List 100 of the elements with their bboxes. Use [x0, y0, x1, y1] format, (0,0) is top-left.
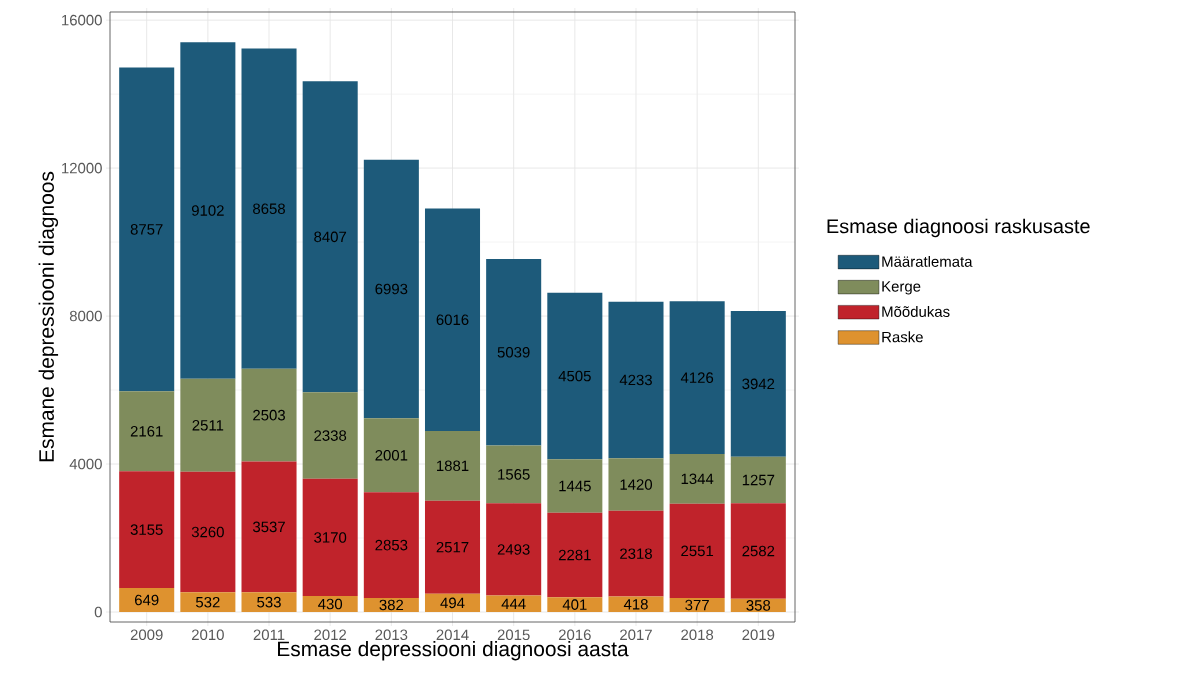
data-label: 2551	[681, 545, 714, 557]
bar	[302, 392, 358, 479]
bar	[486, 259, 542, 446]
x-tick-label: 2009	[130, 629, 163, 641]
bar	[424, 431, 481, 501]
data-label: 4126	[680, 372, 714, 383]
bar	[119, 588, 175, 613]
x-tick-label: 2017	[620, 629, 652, 641]
data-label: 3170	[314, 532, 347, 543]
data-label: 533	[257, 596, 281, 608]
bar	[669, 301, 725, 454]
bar	[424, 208, 481, 432]
x-tick-label: 2016	[558, 629, 591, 641]
y-tick-label: 8000	[69, 310, 102, 322]
data-label: 401	[562, 599, 587, 610]
data-label: 4505	[558, 370, 591, 382]
data-label: 494	[440, 597, 465, 609]
data-label: 1881	[437, 460, 469, 472]
data-label: 2318	[620, 548, 652, 559]
data-label: 8757	[130, 224, 163, 235]
bar	[302, 478, 358, 597]
data-label: 8407	[314, 231, 347, 243]
data-label: 3537	[252, 521, 285, 533]
bar	[363, 418, 419, 493]
data-label: 649	[135, 594, 159, 606]
bar	[241, 368, 297, 462]
y-tick-label: 12000	[62, 162, 102, 174]
x-tick-label: 2018	[681, 629, 714, 641]
data-label: 3260	[191, 526, 224, 538]
data-label: 430	[318, 598, 343, 610]
legend-label: Kerge	[882, 281, 921, 295]
bar	[424, 500, 481, 594]
legend-title: Esmase diagnoosi raskusaste	[827, 218, 1090, 238]
data-label: 2493	[497, 544, 530, 555]
x-tick-label: 2014	[436, 629, 469, 641]
data-label: 1565	[498, 469, 530, 480]
y-tick-label: 16000	[62, 14, 102, 26]
data-label: 1344	[681, 473, 714, 485]
data-label: 418	[623, 598, 648, 610]
x-tick-label: 2010	[191, 629, 224, 641]
y-axis-title: Esmane depressiooni diagnoos	[38, 171, 59, 462]
data-label: 3942	[742, 378, 775, 390]
data-label: 5039	[497, 346, 530, 358]
data-label: 6016	[436, 314, 469, 326]
bar	[424, 593, 481, 613]
legend-label: Mõõdukas	[882, 306, 950, 317]
legend-label: Raske	[882, 331, 923, 343]
x-tick-label: 2011	[253, 629, 285, 641]
data-label: 444	[501, 598, 526, 609]
bar	[669, 503, 725, 599]
data-label: 2001	[375, 450, 408, 461]
data-label: 1445	[559, 480, 591, 492]
x-tick-label: 2015	[497, 629, 530, 641]
bar	[486, 445, 542, 504]
bar	[119, 391, 175, 472]
bar	[302, 596, 358, 613]
data-label: 2517	[436, 541, 469, 553]
data-label: 377	[685, 599, 709, 611]
bar	[119, 471, 175, 588]
bar	[547, 292, 603, 460]
bar	[486, 503, 542, 596]
data-label: 9102	[191, 205, 224, 216]
bar	[547, 459, 603, 513]
data-label: 2582	[742, 545, 775, 557]
bar	[241, 461, 297, 593]
x-tick-label: 2012	[314, 629, 347, 641]
data-label: 2853	[375, 539, 408, 551]
data-label: 2338	[314, 430, 347, 441]
legend-label: Määratlemata	[882, 255, 973, 267]
x-tick-label: 2013	[375, 629, 408, 641]
bar	[608, 596, 664, 613]
data-label: 6993	[375, 283, 408, 295]
bar	[241, 592, 297, 613]
data-label: 8658	[253, 203, 285, 214]
bar	[669, 453, 725, 504]
bar	[608, 458, 664, 511]
bar	[180, 592, 236, 613]
x-tick-label: 2019	[742, 629, 775, 641]
data-label: 1420	[620, 479, 653, 490]
bar	[180, 471, 236, 593]
data-label: 2161	[130, 426, 163, 437]
data-label: 1257	[742, 474, 775, 486]
bar	[180, 42, 236, 379]
bar	[363, 159, 419, 419]
y-tick-label: 4000	[69, 458, 102, 470]
bar	[669, 598, 725, 613]
data-label: 4233	[619, 374, 652, 386]
data-label: 3155	[130, 524, 163, 535]
bar	[363, 492, 419, 598]
bar	[241, 48, 297, 369]
bar	[119, 67, 175, 392]
bar	[547, 512, 603, 598]
data-label: 2503	[253, 409, 285, 421]
data-label: 2511	[192, 420, 224, 431]
bar	[730, 456, 786, 504]
bar	[730, 310, 786, 457]
bar	[730, 503, 786, 599]
data-label: 358	[746, 600, 771, 611]
bar	[608, 510, 664, 597]
y-tick-label: 0	[94, 606, 102, 618]
